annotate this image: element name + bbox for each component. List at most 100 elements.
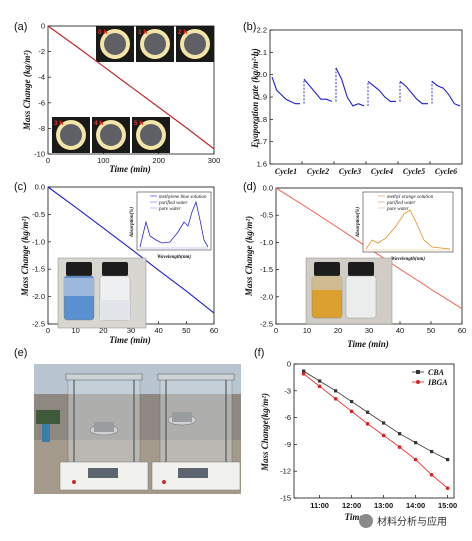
panel-label-e: (e) [14, 347, 27, 359]
cycle-line [431, 80, 461, 107]
y-axis-title-f: Mass Change(kg/m²) [260, 393, 270, 472]
data-point-CBA [382, 421, 386, 425]
x-tick-label: 40 [154, 326, 162, 335]
series-a [47, 25, 215, 150]
series-b [271, 67, 461, 107]
inset-ylabel-d: Absorption(%) [356, 207, 361, 239]
panel-label-b: (b) [243, 21, 256, 33]
chart-panel-a: 0 h 1 h 2 h 3 h 4 h 5 h 0 100 200 300 0 -2 -4 -6 -8 -1… [22, 22, 220, 175]
series-f [301, 369, 450, 490]
y-tick-label: -15 [280, 494, 291, 503]
panel-label-d: (d) [243, 181, 256, 193]
cycle-line [303, 78, 333, 102]
series-line-CBA [303, 370, 448, 460]
x-tick-label: 14:00 [406, 501, 425, 510]
axis-ticks-d: 0 10 20 30 40 50 60 0.0 -0.5 -1.0 -1.5 -2.0 -2.5 [260, 184, 466, 336]
x-tick-label: 0 [46, 326, 50, 335]
cycle-label: Cycle3 [339, 167, 361, 176]
y-tick-label: -1.5 [32, 265, 45, 274]
x-tick-label: 10 [303, 326, 311, 335]
y-tick-label: 0.0 [263, 184, 273, 193]
axis-ticks-b: 2.2 2.1 2.0 1.9 1.8 1.7 1.6 Cycle1 Cycle2 Cycle3 C… [257, 26, 458, 177]
y-tick-label: -12 [280, 467, 291, 476]
data-point-IBGA [397, 445, 402, 449]
chart-panel-f: 0 -3 -6 -9 -12 -15 11:00 12:00 13:00 14:00 15:00 C… [260, 360, 457, 523]
series-c [47, 186, 215, 314]
y-tick-label: -6 [38, 98, 45, 107]
series-line-0 [47, 25, 215, 150]
data-point-CBA [350, 399, 354, 404]
x-tick-label: 50 [427, 326, 435, 335]
x-tick-label: 0 [46, 156, 50, 165]
data-point-CBA [318, 379, 322, 383]
photo-strip-a: 0 h 1 h 2 h 3 h 4 h 5 h [52, 26, 214, 153]
x-tick-label: 10 [71, 326, 79, 335]
inset-legend-c-0: methylene blue solution [159, 195, 207, 200]
legend-label-cba: CBA [428, 368, 445, 377]
data-point-IBGA [381, 433, 386, 438]
cycle-label: Cycle4 [371, 167, 393, 176]
vial-photo-d [305, 257, 393, 325]
y-tick-label: 0 [287, 360, 291, 369]
data-point-IBGA [317, 384, 322, 389]
data-point-IBGA [429, 472, 434, 477]
y-tick-label: -2.5 [260, 320, 273, 329]
x-tick-label: 40 [396, 326, 404, 335]
data-point-IBGA [349, 409, 354, 414]
x-tick-label: 20 [99, 326, 107, 335]
x-axis-title-d: Time (min) [347, 339, 388, 349]
y-tick-label: -1.0 [260, 238, 273, 247]
cycle-line [271, 76, 300, 105]
panel-label-a: (a) [14, 21, 27, 33]
y-tick-label: 2.2 [257, 26, 267, 35]
x-tick-label: 11:00 [310, 501, 329, 510]
y-tick-label: -2.5 [32, 320, 45, 329]
cycle-line [399, 80, 428, 105]
x-tick-label: 300 [208, 156, 221, 165]
inset-legend-d-1: purified water [386, 201, 416, 206]
data-point-CBA [366, 410, 370, 414]
x-tick-label: 12:00 [342, 501, 361, 510]
data-point-CBA [302, 369, 306, 373]
x-axis-title-c: Time (min) [109, 335, 150, 345]
y-tick-label: -0.5 [32, 210, 45, 219]
x-tick-label: 30 [365, 326, 373, 335]
x-tick-label: 20 [334, 326, 342, 335]
y-tick-label: -10 [34, 150, 45, 159]
y-tick-label: -1.5 [260, 265, 273, 274]
chart-panel-c: 0 10 20 30 40 50 60 0.0 -0.5 -1.0 -1.5 -2.0 -2.5 met… [20, 183, 218, 346]
y-tick-label: -0.5 [260, 211, 273, 220]
chart-panel-d: 0 10 20 30 40 50 60 0.0 -0.5 -1.0 -1.5 -2.0 -2.5 met… [244, 184, 466, 350]
x-tick-label: 0 [274, 326, 278, 335]
inset-legend-c-2: pure water [158, 207, 181, 212]
series-line-IBGA [303, 373, 448, 489]
y-axis-title-c: Mass Change (kg/m²) [20, 216, 30, 297]
photo-sample [184, 33, 206, 55]
y-tick-label: 1.7 [257, 137, 267, 146]
vial-photo-c [57, 257, 147, 329]
inset-legend-c-1: purified water [158, 201, 188, 206]
data-point-CBA [334, 389, 338, 393]
inset-legend-d-0: methyl orange solution [387, 195, 434, 200]
photo-sample [144, 33, 166, 55]
data-point-IBGA [413, 457, 418, 462]
panel-label-f: (f) [254, 347, 264, 359]
watermark-text: 材料分析与应用 [377, 515, 447, 528]
inset-xlabel-c: Wavelength(nm) [157, 255, 191, 260]
y-axis-title-d: Mass Change (kg/m²) [244, 216, 254, 297]
data-point-IBGA [365, 422, 370, 426]
y-tick-label: 2.1 [257, 48, 267, 57]
data-point-IBGA [445, 486, 450, 490]
y-tick-label: -9 [284, 440, 291, 449]
axis-ticks-f: 0 -3 -6 -9 -12 -15 11:00 12:00 13:00 14:00 15:00 [280, 360, 457, 511]
cycle-label: Cycle6 [435, 167, 457, 176]
legend-label-ibga: IBGA [427, 378, 448, 387]
inset-legend-d-2: pure water [386, 207, 409, 212]
x-tick-label: 30 [127, 326, 135, 335]
y-axis-title-b: Evaporation rate (kg/m²·h) [250, 48, 260, 148]
photo-sample [140, 124, 162, 146]
inset-xlabel-d: Wavelength(nm) [391, 257, 425, 262]
inset-spectrum-d: methyl orange solution purified water pu… [356, 191, 454, 262]
inset-spectrum-c: methylene blue solution purified water p… [130, 191, 212, 260]
